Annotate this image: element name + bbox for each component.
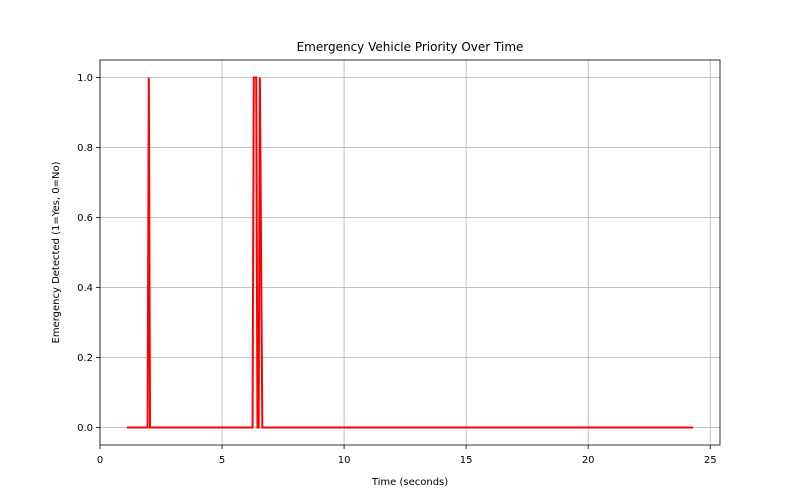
series-line (126, 76, 694, 429)
x-tick-label: 15 (460, 455, 473, 466)
chart-title: Emergency Vehicle Priority Over Time (297, 40, 524, 54)
x-tick-label: 10 (338, 455, 351, 466)
y-axis-label: Emergency Detected (1=Yes, 0=No) (51, 161, 62, 343)
y-tick-label: 0.8 (77, 143, 93, 154)
y-axis-ticks: 0.0 0.2 0.4 0.6 0.8 1.0 (77, 73, 100, 434)
y-tick-label: 0.4 (77, 283, 93, 294)
plot-area (126, 76, 694, 429)
y-tick-label: 0.0 (77, 423, 93, 434)
grid (99, 60, 720, 445)
y-tick-label: 0.6 (77, 213, 93, 224)
x-tick-label: 5 (219, 455, 225, 466)
axes-frame (99, 59, 721, 446)
x-axis-ticks: 0 5 10 15 20 25 (97, 445, 717, 466)
y-tick-label: 1.0 (77, 73, 93, 84)
x-tick-label: 0 (97, 455, 103, 466)
y-tick-label: 0.2 (77, 353, 93, 364)
x-tick-label: 25 (704, 455, 717, 466)
x-tick-label: 20 (582, 455, 595, 466)
x-axis-label: Time (seconds) (371, 477, 448, 488)
